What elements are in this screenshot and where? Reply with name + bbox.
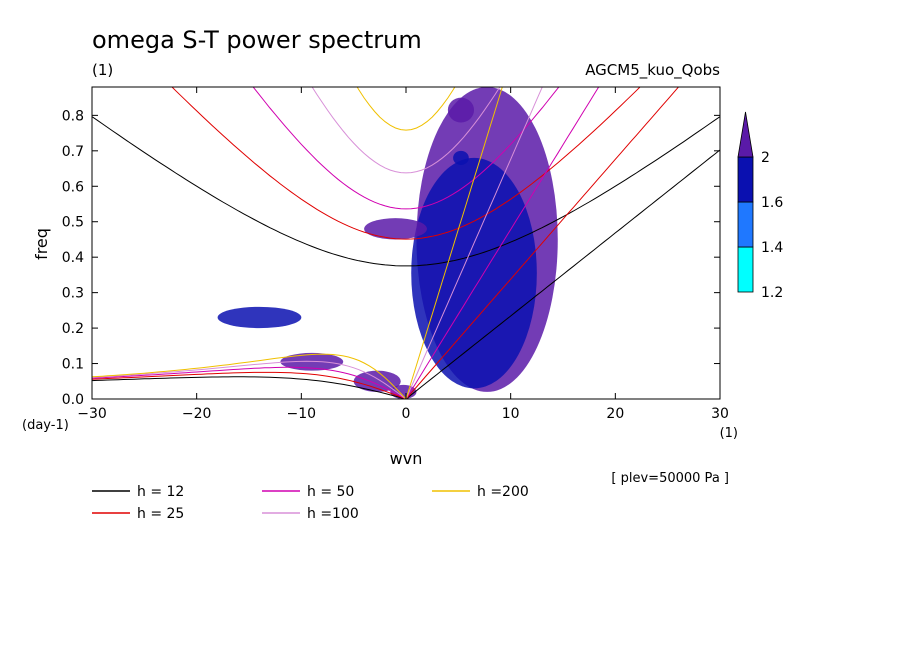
kelvin-curve-h100 [405,87,543,399]
power-region-1 [411,157,537,389]
chart-subtitle-left: (1) [92,61,113,79]
x-tick-label: 10 [502,406,520,422]
rossby-curve-h25 [92,371,407,399]
kelvin-curve-h25 [405,87,680,399]
legend-label: h =100 [307,506,359,522]
kelvin-curve-h12 [405,149,720,399]
y-tick-label: 0.1 [62,357,84,373]
colorbar-segment-2 [737,201,754,248]
legend: h = 12 h = 25 h = 50 h =100 h =200 [92,484,529,522]
y-axis: 0.0 0.1 0.2 0.3 0.4 0.5 0.6 0.7 0.8 [62,108,720,408]
colorbar-label: 1.4 [761,240,783,256]
kelvin-curve-h200 [405,87,503,399]
ig-curve-h50 [252,87,560,210]
plot-frame [91,86,721,400]
rossby-curve-h50 [92,366,407,399]
colorbar: 1.2 1.4 1.6 2 [737,111,783,301]
legend-label: h = 50 [307,484,354,500]
colorbar-label: 1.6 [761,195,783,211]
colorbar-segment-1 [737,246,754,293]
power-region-6 [364,218,427,240]
chart-subtitle-right: AGCM5_kuo_Qobs [585,61,720,80]
y-axis-label: freq [32,228,51,260]
x-axis: −30 −20 −10 0 10 20 30 [77,87,729,422]
rossby-curve-h12 [92,376,407,399]
x-tick-label: −10 [287,406,317,422]
x-tick-label: 30 [711,406,729,422]
y-tick-label: 0.3 [62,286,84,302]
x-tick-label: −30 [77,406,107,422]
rossby-curve-h200 [92,353,407,399]
x-tick-label: 0 [402,406,411,422]
x-axis-label: wvn [390,449,423,468]
y-tick-label: 0.2 [62,321,84,337]
y-tick-label: 0.4 [62,250,84,266]
pressure-level-note: [ plev=50000 Pa ] [611,471,729,486]
chart-title: omega S-T power spectrum [92,26,422,54]
legend-label: h = 12 [137,484,184,500]
x-tick-label: −20 [182,406,212,422]
legend-label: h = 25 [137,506,184,522]
y-tick-label: 0.5 [62,215,84,231]
power-region-7 [447,97,475,123]
kelvin-curve-h50 [405,87,600,399]
y-tick-label: 0.8 [62,108,84,124]
colorbar-label: 2 [761,150,770,166]
colorbar-segment-3 [737,156,754,203]
rossby-curve-h100 [92,360,407,399]
colorbar-label: 1.2 [761,285,783,301]
y-tick-label: 0.0 [62,392,84,408]
legend-label: h =200 [477,484,529,500]
dispersion-curves [92,87,720,399]
power-region-8 [453,150,469,165]
ig-curve-h12 [92,116,720,267]
power-region-5 [217,306,302,329]
power-contour-fills [217,87,558,399]
ig-curve-h100 [311,87,501,174]
y-tick-label: 0.7 [62,144,84,160]
ig-curve-h25 [171,87,641,240]
y-tick-label: 0.6 [62,179,84,195]
y-axis-unit: (day-1) [22,418,69,433]
x-tick-label: 20 [606,406,624,422]
colorbar-extend-arrow [737,111,754,158]
x-axis-unit: (1) [720,426,738,441]
ig-curve-h200 [356,87,456,131]
